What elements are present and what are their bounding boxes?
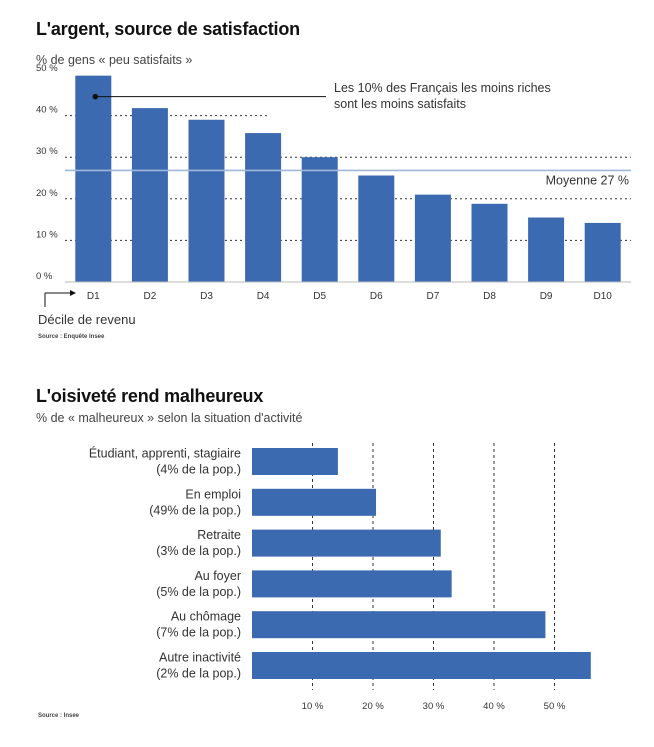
category-population: (3% de la pop.) [156,544,241,558]
x-tick-label: D4 [257,291,270,302]
x-tick-label: 50 % [544,701,566,712]
y-tick-label: 20 % [36,188,58,199]
chart1-xlabel: Décile de revenu [38,312,136,327]
y-tick-label: 10 % [36,229,58,240]
annotation-text-line1: Les 10% des Français les moins riches [334,81,551,95]
hbar-4 [252,570,452,598]
mean-label: Moyenne 27 % [546,173,629,187]
bar-d7 [414,194,451,282]
bar-d6 [358,175,395,282]
y-tick-label: 30 % [36,146,58,157]
bar-d10 [584,222,621,282]
bar-d2 [131,108,168,282]
hbar-3 [252,529,441,557]
chart1-source: Source : Enquête Insee [38,334,105,340]
bar-d5 [301,157,338,282]
x-tick-label: D6 [370,291,383,302]
bar-d4 [245,133,282,282]
chart2-source: Source : Insee [38,713,80,719]
x-tick-label: 20 % [362,701,384,712]
y-tick-label: 40 % [36,105,58,116]
x-tick-label: D7 [427,291,440,302]
x-tick-label: D8 [483,291,496,302]
x-tick-label: 40 % [483,701,505,712]
x-tick-label: D3 [200,291,213,302]
x-tick-label: D2 [144,291,157,302]
y-tick-label: 0 % [36,271,53,282]
y-tick-label: 50 % [36,63,58,74]
bar-d8 [471,203,508,282]
category-population: (5% de la pop.) [156,585,241,599]
bar-d3 [188,119,225,282]
chart1-ylabel: % de gens « peu satisfaits » [36,53,193,67]
x-tick-label: 10 % [302,701,324,712]
hbar-1 [252,448,338,475]
bar-d1 [75,75,112,282]
decile-arrow-head [70,290,76,296]
hbar-2 [252,488,377,516]
x-tick-label: D5 [313,291,326,302]
bar-d9 [528,217,565,282]
chart1-title: L'argent, source de satisfaction [36,19,300,39]
x-tick-label: 30 % [423,701,445,712]
category-label: Au chômage [171,610,241,624]
hbar-5 [252,611,546,639]
x-tick-label: D9 [540,291,553,302]
category-label: En emploi [185,487,241,501]
category-population: (4% de la pop.) [156,463,241,477]
category-label: Retraite [197,528,241,542]
category-label: Étudiant, apprenti, stagiaire [89,446,241,461]
category-label: Autre inactivité [159,651,241,665]
chart2-xlabel: % de « malheureux » selon la situation d… [36,411,303,425]
annotation-text-line2: sont les moins satisfaits [334,97,466,111]
category-label: Au foyer [194,569,241,583]
category-population: (49% de la pop.) [149,503,241,517]
x-tick-label: D1 [87,291,100,302]
hbar-6 [252,652,591,679]
chart2-title: L'oisiveté rend malheureux [36,386,264,406]
category-population: (2% de la pop.) [156,667,241,681]
category-population: (7% de la pop.) [156,626,241,640]
x-tick-label: D10 [594,291,613,302]
